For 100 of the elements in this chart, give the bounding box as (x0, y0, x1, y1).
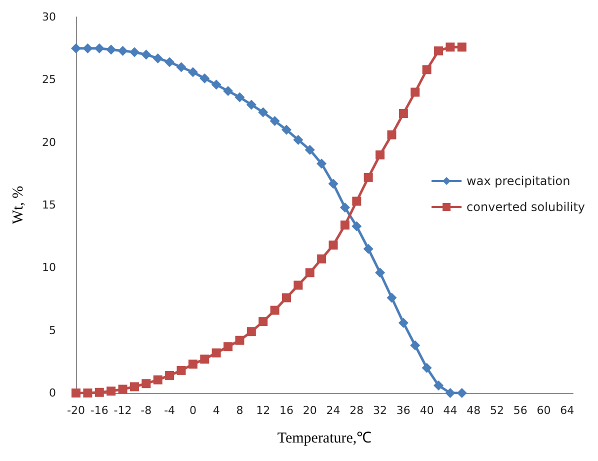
x-tick-label: 36 (396, 404, 410, 417)
legend-label: converted solubility (466, 200, 586, 214)
point (200, 354, 210, 364)
point (129, 47, 140, 58)
x-tick-label: 8 (236, 404, 244, 417)
point (83, 388, 92, 398)
x-tick-label: 56 (513, 404, 528, 417)
point (235, 336, 244, 345)
point (94, 43, 104, 54)
point (364, 172, 373, 182)
point (165, 370, 174, 380)
x-tick-label: 32 (373, 404, 388, 417)
point (176, 366, 186, 375)
point (212, 348, 221, 358)
point (71, 43, 81, 54)
x-tick-label: -12 (114, 404, 132, 417)
point (434, 46, 444, 56)
point (72, 388, 80, 398)
point (375, 268, 386, 278)
point (434, 380, 444, 390)
point (130, 382, 139, 392)
point (305, 268, 314, 278)
legend-label: wax precipitation (466, 174, 570, 188)
y-tick-label: 20 (42, 136, 56, 149)
point (328, 178, 338, 189)
point (317, 254, 326, 264)
y-tick-label: 10 (42, 261, 56, 274)
point (316, 158, 327, 169)
x-tick-label: 48 (466, 404, 481, 417)
point (387, 130, 396, 140)
point (118, 46, 128, 56)
point (246, 100, 256, 110)
y-tick-label: 30 (42, 10, 56, 24)
point (457, 42, 466, 52)
point (281, 124, 292, 135)
point (188, 360, 198, 369)
y-tick-label: 5 (49, 324, 56, 337)
x-tick-label: 12 (256, 404, 270, 417)
point (398, 109, 408, 118)
point (224, 342, 233, 352)
point (142, 379, 151, 388)
x-tick-label: -4 (164, 404, 176, 417)
point (188, 67, 198, 78)
point (410, 340, 420, 350)
x-tick-label: 28 (350, 404, 364, 417)
point (106, 386, 116, 396)
y-tick-label: 25 (42, 73, 56, 86)
x-tick-label: 60 (536, 404, 551, 417)
point (141, 50, 152, 60)
point (200, 73, 210, 84)
point (456, 388, 467, 398)
point (282, 293, 291, 302)
point (422, 65, 432, 74)
point (363, 244, 374, 254)
point (270, 116, 280, 126)
point (223, 86, 234, 96)
point (94, 388, 104, 397)
point (398, 318, 408, 328)
point (118, 384, 128, 394)
point (386, 292, 397, 303)
point (446, 42, 455, 52)
x-tick-label: 52 (490, 404, 504, 417)
point (258, 317, 268, 326)
x-tick-label: 4 (212, 404, 220, 417)
point (304, 144, 315, 155)
x-tick-label: 16 (279, 404, 294, 417)
point (352, 221, 362, 232)
y-tick-label: 0 (49, 386, 56, 400)
x-tick-label: -8 (140, 404, 152, 417)
x-axis-title: Temperature,℃ (277, 430, 372, 446)
point (164, 57, 175, 68)
point (410, 88, 420, 97)
x-tick-label: 40 (420, 404, 434, 417)
point (328, 240, 338, 250)
point (270, 306, 280, 315)
point (106, 44, 116, 55)
point (152, 53, 163, 64)
point (352, 196, 362, 206)
point (445, 388, 456, 398)
x-tick-label: 0 (189, 404, 196, 417)
point (340, 220, 350, 230)
x-tick-label: -16 (90, 404, 108, 417)
point (422, 362, 432, 373)
point (376, 150, 385, 160)
point (82, 43, 93, 54)
point (294, 280, 303, 290)
y-tick-label: 15 (42, 198, 56, 212)
point (246, 327, 256, 336)
point (153, 375, 162, 384)
x-tick-label: 44 (443, 404, 458, 417)
point (258, 107, 268, 118)
x-tick-label: 20 (302, 404, 317, 417)
point (234, 92, 245, 102)
point (211, 80, 222, 90)
point (176, 62, 186, 72)
point (293, 134, 304, 145)
point (340, 202, 350, 213)
x-tick-label: 24 (326, 404, 340, 417)
x-tick-label: 64 (560, 404, 574, 417)
x-tick-label: -20 (67, 404, 85, 417)
